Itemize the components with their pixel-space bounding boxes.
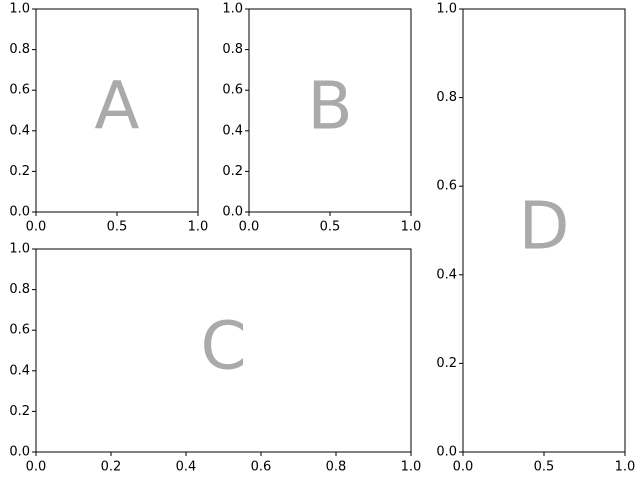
x-tick-label: 0.5 — [107, 220, 128, 235]
y-tick-label: 1.0 — [9, 2, 30, 17]
x-tick-label: 1.0 — [188, 220, 209, 235]
y-tick-label: 0.4 — [436, 267, 457, 282]
y-tick-label: 0.0 — [9, 445, 30, 460]
x-tick-label: 1.0 — [401, 460, 422, 475]
y-tick-label: 0.4 — [9, 123, 30, 138]
y-tick-label: 1.0 — [9, 242, 30, 257]
x-tick-label: 0.6 — [251, 460, 272, 475]
x-tick-label: 0.5 — [320, 220, 341, 235]
x-tick-label: 1.0 — [615, 460, 636, 475]
x-tick-label: 0.4 — [176, 460, 197, 475]
panel-label: D — [519, 188, 570, 265]
y-tick-label: 0.2 — [436, 356, 457, 371]
axes-frame — [35, 248, 412, 453]
y-tick-label: 0.8 — [436, 90, 457, 105]
x-tick-label: 0.2 — [101, 460, 122, 475]
y-tick-label: 0.6 — [436, 179, 457, 194]
x-tick-label: 0.8 — [326, 460, 347, 475]
panel-label: C — [200, 308, 246, 385]
y-tick-label: 1.0 — [436, 2, 457, 17]
panel-label: B — [307, 68, 352, 145]
y-tick-label: 0.6 — [9, 323, 30, 338]
y-tick-label: 0.8 — [222, 42, 243, 57]
y-tick-label: 0.6 — [9, 83, 30, 98]
y-tick-label: 0.0 — [222, 205, 243, 220]
y-tick-label: 0.8 — [9, 42, 30, 57]
x-tick-label: 0.0 — [453, 460, 474, 475]
y-tick-label: 1.0 — [222, 2, 243, 17]
y-tick-label: 0.0 — [9, 205, 30, 220]
x-tick-label: 0.0 — [239, 220, 260, 235]
y-tick-label: 0.2 — [9, 404, 30, 419]
y-tick-label: 0.8 — [9, 282, 30, 297]
x-tick-label: 0.0 — [26, 220, 47, 235]
panel-label: A — [94, 68, 139, 145]
y-tick-label: 0.4 — [9, 363, 30, 378]
y-tick-label: 0.6 — [222, 83, 243, 98]
y-tick-label: 0.2 — [222, 164, 243, 179]
y-tick-label: 0.0 — [436, 445, 457, 460]
y-tick-label: 0.4 — [222, 123, 243, 138]
x-tick-label: 0.5 — [534, 460, 555, 475]
y-tick-label: 0.2 — [9, 164, 30, 179]
x-tick-label: 0.0 — [26, 460, 47, 475]
x-tick-label: 1.0 — [401, 220, 422, 235]
